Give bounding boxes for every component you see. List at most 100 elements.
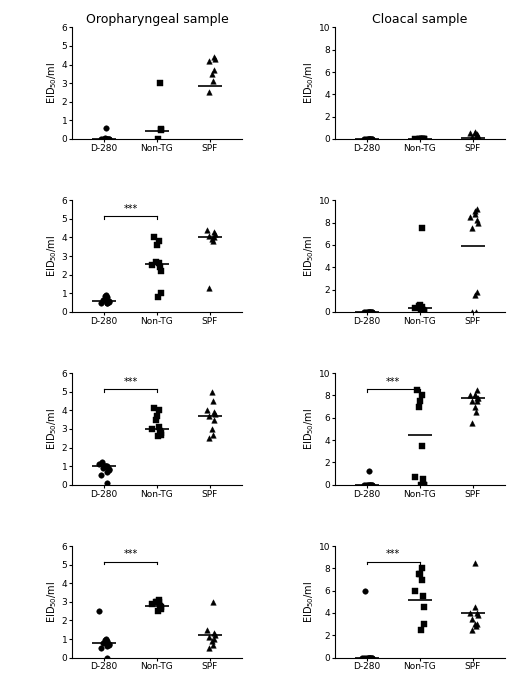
Point — [151, 414, 160, 425]
Point — [103, 134, 111, 145]
Point — [102, 123, 110, 134]
Point — [417, 624, 425, 635]
Text: ***: *** — [123, 549, 138, 560]
Point — [211, 228, 219, 239]
Point — [468, 395, 476, 406]
Point — [364, 479, 372, 490]
Title: Cloacal sample: Cloacal sample — [372, 13, 468, 26]
Point — [420, 306, 428, 317]
Point — [209, 236, 217, 247]
Point — [105, 134, 113, 145]
Point — [368, 134, 376, 145]
Point — [420, 306, 428, 316]
Point — [420, 479, 428, 490]
Text: ***: *** — [123, 377, 138, 386]
Point — [157, 603, 165, 614]
Point — [99, 462, 108, 473]
Y-axis label: EID$_{50}$/ml: EID$_{50}$/ml — [45, 62, 59, 104]
Point — [360, 134, 368, 145]
Point — [418, 574, 426, 585]
Point — [418, 563, 426, 574]
Point — [366, 652, 374, 663]
Point — [420, 479, 428, 490]
Point — [419, 590, 427, 601]
Point — [102, 652, 111, 663]
Point — [153, 410, 161, 421]
Point — [364, 652, 372, 663]
Point — [101, 134, 109, 145]
Point — [366, 134, 374, 145]
Point — [473, 384, 481, 395]
Point — [154, 292, 162, 303]
Point — [102, 292, 111, 303]
Point — [368, 652, 376, 663]
Point — [154, 595, 163, 606]
Point — [99, 134, 108, 145]
Point — [364, 134, 372, 145]
Point — [155, 258, 163, 269]
Point — [148, 260, 156, 271]
Y-axis label: EID$_{50}$/ml: EID$_{50}$/ml — [302, 408, 316, 450]
Point — [102, 460, 111, 471]
Point — [101, 460, 109, 471]
Point — [209, 395, 217, 406]
Point — [366, 479, 374, 490]
Point — [472, 407, 480, 418]
Point — [418, 134, 426, 145]
Point — [473, 393, 481, 403]
Point — [101, 290, 110, 301]
Point — [415, 401, 423, 412]
Point — [420, 134, 428, 145]
Point — [204, 410, 213, 421]
Point — [205, 643, 213, 653]
Point — [473, 608, 481, 619]
Point — [211, 630, 219, 640]
Point — [471, 127, 479, 138]
Point — [368, 306, 376, 317]
Point — [358, 652, 366, 663]
Point — [102, 290, 110, 301]
Point — [154, 606, 162, 616]
Point — [466, 608, 474, 619]
Point — [99, 295, 108, 306]
Point — [366, 306, 374, 317]
Point — [101, 636, 109, 647]
Point — [416, 299, 424, 310]
Point — [420, 619, 428, 630]
Point — [419, 473, 427, 484]
Point — [156, 425, 164, 436]
Point — [148, 598, 156, 609]
Point — [101, 132, 110, 143]
Point — [208, 68, 216, 79]
Point — [471, 128, 479, 139]
Point — [156, 77, 164, 88]
Point — [148, 423, 156, 434]
Point — [362, 306, 370, 317]
Point — [105, 639, 113, 650]
Point — [204, 632, 213, 643]
Point — [98, 457, 106, 468]
Y-axis label: EID$_{50}$/ml: EID$_{50}$/ml — [302, 235, 316, 277]
Point — [209, 429, 217, 440]
Point — [156, 262, 164, 273]
Point — [102, 460, 110, 471]
Point — [97, 643, 105, 653]
Point — [368, 479, 376, 490]
Point — [419, 134, 427, 145]
Point — [209, 639, 217, 650]
Point — [468, 306, 476, 317]
Point — [203, 225, 211, 236]
Point — [366, 652, 374, 663]
Point — [417, 134, 425, 145]
Point — [210, 634, 218, 645]
Point — [95, 459, 103, 470]
Y-axis label: EID$_{50}$/ml: EID$_{50}$/ml — [302, 581, 316, 623]
Point — [364, 306, 372, 317]
Point — [418, 390, 426, 401]
Point — [101, 460, 110, 471]
Text: ***: *** — [123, 203, 138, 214]
Point — [473, 129, 481, 140]
Point — [156, 600, 164, 611]
Point — [366, 134, 374, 145]
Point — [97, 470, 105, 481]
